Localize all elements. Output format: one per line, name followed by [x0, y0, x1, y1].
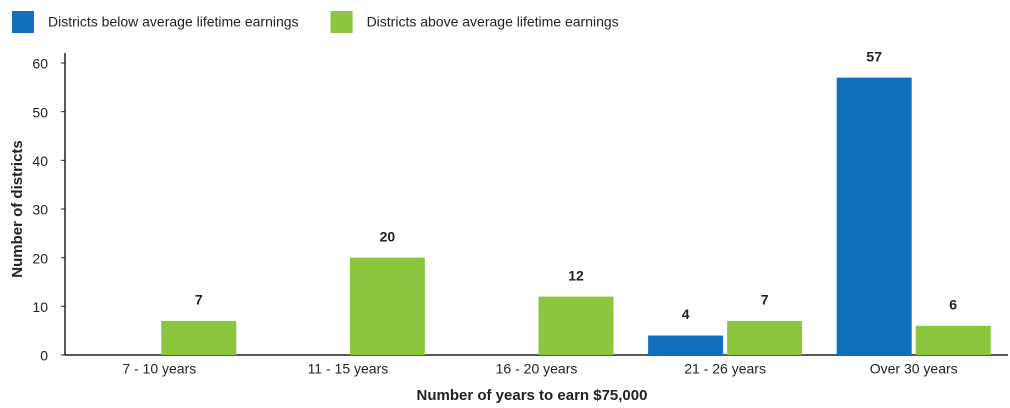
value-label: 6 [949, 297, 957, 313]
value-label: 57 [866, 48, 882, 64]
y-tick-label: 20 [32, 250, 48, 266]
legend-label: Districts above average lifetime earning… [367, 14, 619, 30]
x-tick-label: 16 - 20 years [496, 361, 578, 377]
bar [538, 296, 614, 355]
bar [915, 325, 991, 355]
bar [836, 77, 912, 355]
value-label: 20 [380, 228, 396, 244]
y-tick-label: 60 [32, 56, 48, 72]
x-tick-label: 11 - 15 years [308, 361, 389, 377]
y-tick-label: 30 [32, 202, 48, 218]
y-tick-label: 10 [32, 299, 48, 315]
value-label: 7 [761, 292, 769, 308]
value-label: 7 [195, 292, 203, 308]
legend-swatch [12, 11, 34, 33]
value-label: 12 [568, 267, 584, 283]
bar [727, 320, 803, 355]
bar [349, 257, 425, 355]
x-tick-label: 21 - 26 years [684, 361, 766, 377]
x-tick-label: 7 - 10 years [122, 361, 196, 377]
y-tick-label: 0 [40, 348, 48, 364]
legend-swatch [330, 11, 353, 33]
value-label: 4 [682, 306, 690, 322]
y-axis-label: Number of districts [9, 140, 26, 278]
legend-label: Districts below average lifetime earning… [48, 14, 299, 30]
x-tick-label: Over 30 years [870, 361, 958, 377]
bar [648, 335, 724, 355]
bar [161, 320, 237, 355]
y-tick-label: 40 [32, 153, 48, 169]
y-tick-label: 50 [32, 104, 48, 120]
x-axis-label: Number of years to earn $75,000 [417, 387, 648, 404]
